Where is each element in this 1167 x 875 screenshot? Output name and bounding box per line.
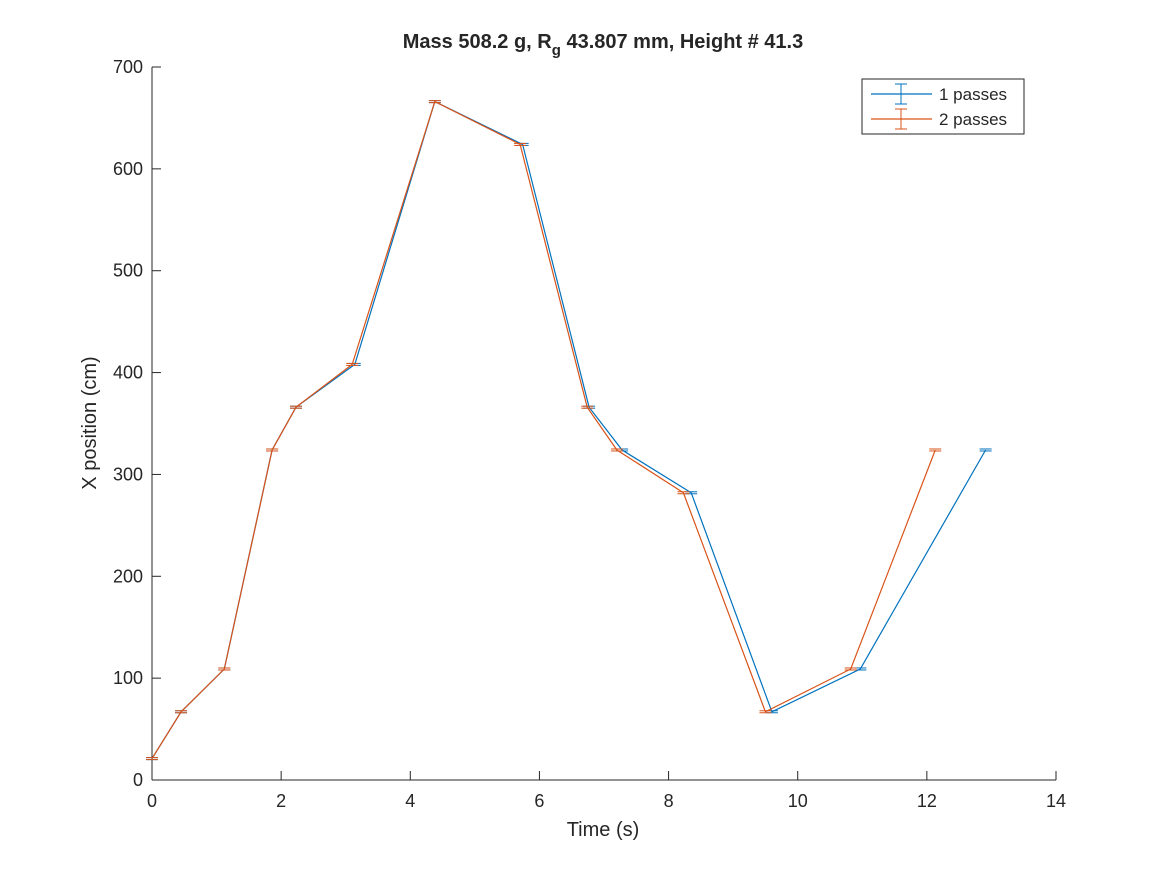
x-tick-label: 8 xyxy=(664,791,674,811)
axes: 0 2 4 6 8 10 12 14 0 100 200 300 400 500 600 700 xyxy=(113,57,1066,811)
y-tick-label: 600 xyxy=(113,159,143,179)
legend-label-series-2: 2 passes xyxy=(939,110,1007,129)
x-tick-label: 2 xyxy=(276,791,286,811)
x-axis-label: Time (s) xyxy=(567,819,640,841)
series-line xyxy=(151,100,987,759)
series-layer xyxy=(146,100,992,761)
chart-title-suffix: 43.807 mm, Height # 41.3 xyxy=(561,31,803,53)
y-tick-label: 100 xyxy=(113,668,143,688)
x-tick-label: 6 xyxy=(534,791,544,811)
series-2 xyxy=(146,100,942,761)
x-tick-label: 4 xyxy=(405,791,415,811)
y-tick-label: 500 xyxy=(113,261,143,281)
legend-entry-2 xyxy=(871,108,932,130)
legend-entry-1 xyxy=(871,83,932,105)
chart-title-subscript: g xyxy=(552,42,561,59)
y-tick-label: 700 xyxy=(113,57,143,77)
chart-title: Mass 508.2 g, Rg 43.807 mm, Height # 41.… xyxy=(403,31,803,59)
legend-box xyxy=(861,78,1025,135)
y-tick-label: 0 xyxy=(133,770,143,790)
x-tick-label: 10 xyxy=(788,791,808,811)
series-line xyxy=(151,100,936,759)
series-1 xyxy=(146,100,992,761)
y-axis-label: X position (cm) xyxy=(79,356,101,489)
legend: 1 passes 2 passes xyxy=(861,78,1025,135)
y-tick-label: 300 xyxy=(113,464,143,484)
legend-label-series-1: 1 passes xyxy=(939,85,1007,104)
chart-title-prefix: Mass 508.2 g, R xyxy=(403,31,553,53)
x-tick-label: 0 xyxy=(147,791,157,811)
legend-entries xyxy=(871,83,932,130)
y-tick-label: 200 xyxy=(113,566,143,586)
x-tick-label: 12 xyxy=(917,791,937,811)
x-tick-label: 14 xyxy=(1046,791,1066,811)
y-tick-label: 400 xyxy=(113,363,143,383)
